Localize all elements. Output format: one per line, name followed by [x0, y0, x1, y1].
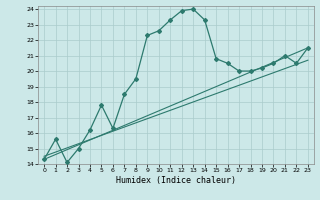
X-axis label: Humidex (Indice chaleur): Humidex (Indice chaleur): [116, 176, 236, 185]
